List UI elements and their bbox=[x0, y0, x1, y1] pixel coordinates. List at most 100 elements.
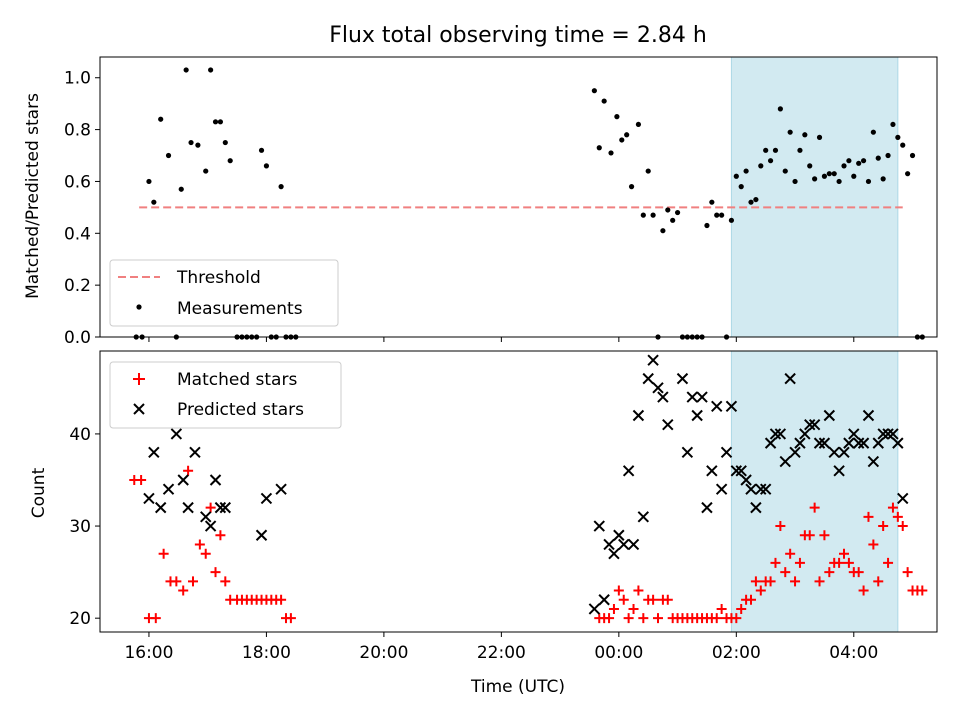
measurement-point bbox=[146, 178, 152, 185]
predicted-stars-point bbox=[759, 483, 772, 495]
bottom-legend-frame bbox=[109, 361, 342, 429]
matched-stars-point bbox=[892, 511, 903, 522]
predicted-stars-point bbox=[887, 428, 899, 440]
measurement-point bbox=[748, 199, 754, 205]
matched-stars-point bbox=[183, 465, 194, 476]
matched-stars-point bbox=[814, 576, 825, 587]
legend-predicted-swatch bbox=[133, 403, 145, 415]
predicted-stars-point bbox=[799, 428, 811, 440]
measurement-point bbox=[900, 142, 906, 148]
measurement-point bbox=[909, 152, 916, 159]
measurement-point bbox=[865, 178, 872, 185]
predicted-stars-point bbox=[204, 520, 217, 532]
y-tick-label: 0.8 bbox=[64, 121, 91, 141]
axes-frame bbox=[99, 350, 938, 633]
measurement-point bbox=[660, 228, 666, 234]
matched-stars-point bbox=[628, 603, 639, 614]
predicted-stars-point bbox=[833, 465, 845, 477]
chart-title: Flux total observing time = 2.84 h bbox=[329, 23, 707, 48]
predicted-stars-point bbox=[740, 474, 752, 486]
measurement-point bbox=[767, 158, 774, 164]
measurement-point bbox=[856, 160, 862, 166]
matched-stars-point bbox=[205, 502, 216, 513]
matched-stars-point bbox=[158, 548, 169, 559]
matched-stars-point bbox=[653, 613, 663, 624]
predicted-stars-point bbox=[618, 538, 630, 551]
predicted-stars-point bbox=[613, 529, 625, 541]
measurement-point bbox=[905, 171, 911, 177]
matched-stars-point bbox=[618, 594, 629, 605]
matched-stars-point bbox=[887, 502, 898, 513]
predicted-stars-point bbox=[200, 511, 212, 523]
matched-stars-point bbox=[863, 511, 874, 522]
predicted-stars-point bbox=[676, 372, 689, 385]
y-tick-label: 1.0 bbox=[64, 69, 91, 89]
x-axis-label: Time (UTC) bbox=[470, 677, 565, 697]
predicted-stars-point bbox=[598, 594, 610, 606]
x-tick-label: 22:00 bbox=[477, 643, 526, 663]
measurement-point bbox=[846, 158, 852, 164]
predicted-stars-point bbox=[852, 437, 865, 449]
measurement-point bbox=[670, 217, 676, 223]
predicted-stars-point bbox=[784, 372, 796, 385]
matched-stars-point bbox=[633, 585, 644, 596]
matched-stars-point bbox=[780, 567, 791, 578]
top-panel: 0.0 0.2 0.4 0.6 0.8 1.0 bbox=[64, 56, 938, 348]
predicted-stars-point bbox=[877, 428, 889, 440]
matched-stars-point bbox=[790, 576, 801, 587]
predicted-stars-point bbox=[696, 391, 708, 403]
x-tick-label: 02:00 bbox=[712, 643, 761, 663]
measurement-point bbox=[665, 207, 671, 213]
matched-stars-point bbox=[178, 585, 189, 596]
matched-stars-point bbox=[868, 539, 879, 550]
predicted-stars-point bbox=[720, 446, 733, 459]
predicted-stars-point bbox=[735, 465, 747, 477]
predicted-stars-point bbox=[148, 446, 160, 459]
predicted-stars-point bbox=[219, 501, 232, 514]
matched-stars-point bbox=[839, 548, 849, 559]
measurement-point bbox=[733, 173, 739, 179]
measurement-point bbox=[714, 212, 720, 218]
measurement-point bbox=[263, 163, 270, 169]
matched-stars-point bbox=[638, 613, 649, 624]
predicted-stars-point bbox=[808, 418, 821, 431]
predicted-stars-point bbox=[715, 483, 728, 495]
predicted-stars-point bbox=[603, 538, 615, 551]
predicted-stars-point bbox=[818, 437, 831, 449]
predicted-stars-point bbox=[177, 474, 189, 486]
matched-stars-point bbox=[843, 557, 854, 568]
matched-stars-point bbox=[765, 576, 776, 587]
y-tick-label: 0.4 bbox=[64, 224, 91, 244]
legend-measurements-swatch bbox=[136, 304, 142, 310]
measurement-point bbox=[258, 147, 265, 153]
measurement-point bbox=[816, 134, 823, 140]
highlight-span bbox=[730, 56, 899, 338]
matched-stars-point bbox=[194, 539, 205, 550]
measurement-point bbox=[650, 212, 656, 218]
measurement-point bbox=[758, 163, 764, 169]
matched-stars-point bbox=[731, 613, 742, 624]
predicted-stars-point bbox=[897, 492, 909, 505]
matched-stars-point bbox=[746, 594, 756, 605]
predicted-stars-point bbox=[813, 437, 826, 449]
measurement-point bbox=[880, 176, 886, 182]
matched-stars-point bbox=[210, 567, 221, 578]
matched-stars-point bbox=[285, 613, 296, 624]
measurement-point bbox=[217, 119, 224, 125]
matched-stars-point bbox=[873, 576, 884, 587]
x-tick-label: 20:00 bbox=[359, 643, 408, 663]
y-tick-label: 0.2 bbox=[64, 276, 91, 296]
matched-stars-point bbox=[853, 567, 864, 578]
matched-stars-point bbox=[775, 521, 786, 532]
predicted-stars-point bbox=[862, 409, 875, 422]
predicted-stars-point bbox=[828, 446, 840, 459]
measurement-point bbox=[787, 129, 793, 135]
bottom-legend: Matched stars Predicted stars bbox=[109, 361, 342, 429]
matched-stars-point bbox=[276, 594, 287, 605]
top-panel-y-axis-label: Matched/Predicted stars bbox=[23, 93, 43, 299]
matched-stars-point bbox=[608, 603, 619, 614]
matched-stars-point bbox=[716, 603, 727, 614]
axes-frame bbox=[99, 56, 938, 338]
predicted-stars-point bbox=[730, 465, 743, 477]
